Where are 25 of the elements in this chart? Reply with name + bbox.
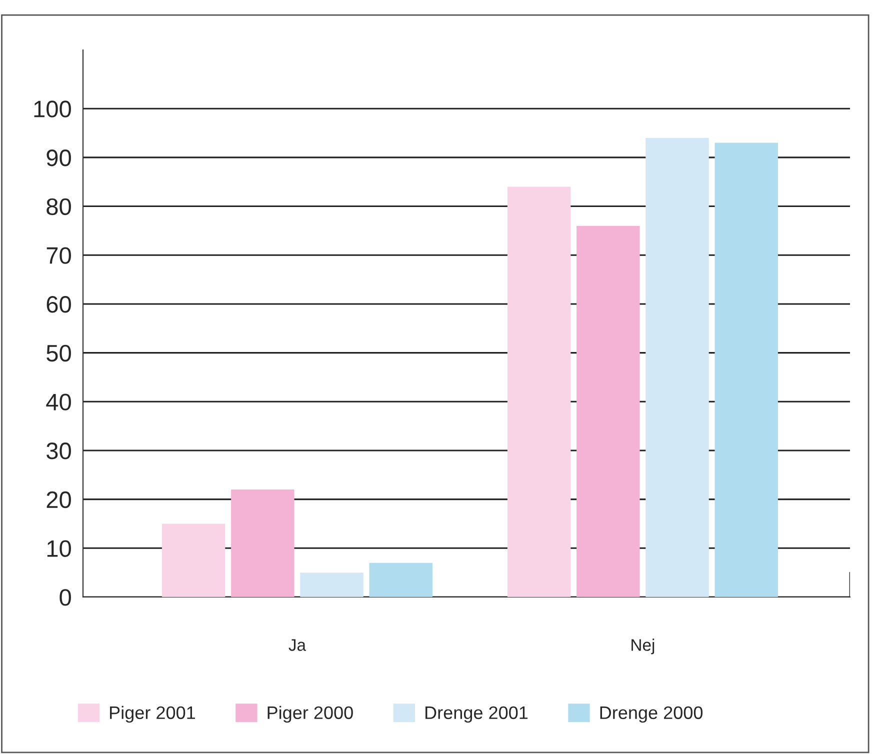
y-tick-label: 30 [46,442,71,460]
y-tick-label: 70 [46,247,71,264]
x-tick-label: Ja [288,639,306,651]
y-tick-label: 10 [47,540,71,557]
y-tick-label: 20 [46,491,71,508]
legend-label: Drenge 2001 [426,706,528,723]
y-tick-label: 60 [46,296,71,313]
y-tick-label: 40 [46,394,71,410]
bar [300,572,364,597]
y-tick-label: 80 [46,198,71,216]
y-tick-label: 100 [34,100,71,118]
legend-label: Drenge 2000 [600,706,703,723]
x-tick-label: Nej [632,638,654,654]
bar [714,142,778,597]
y-tick-label: 90 [46,150,71,166]
bar [231,490,294,597]
bar [162,524,226,597]
y-tick-label: 0 [60,589,71,606]
bar [576,226,640,597]
legend-label: Piger 2000 [268,706,353,723]
bar [369,562,432,597]
bar [507,186,571,597]
legend-label: Piger 2001 [110,706,195,723]
bar [646,138,709,597]
y-tick-label: 50 [46,344,71,362]
